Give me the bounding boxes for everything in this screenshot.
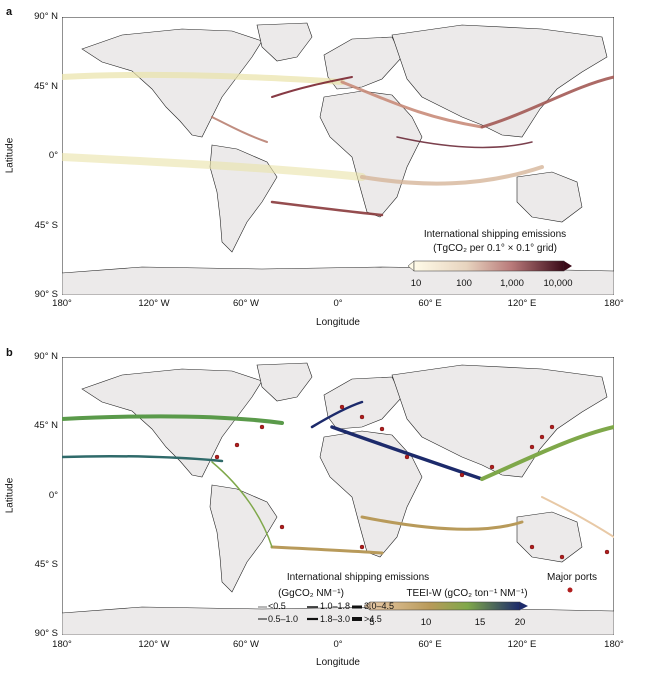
panel-a-ytick-45n: 45° N	[34, 81, 58, 92]
panel-a-xtick-0: 0°	[333, 298, 343, 309]
panel-a-xtick-180w: 180°	[52, 298, 72, 309]
panel-a-xtick-60e: 60° E	[418, 298, 442, 309]
panel-b-routes	[62, 400, 614, 555]
panel-a-cbar-tick-100: 100	[456, 278, 472, 289]
panel-a-cbar-tick-1000: 1,000	[500, 278, 524, 289]
panel-b-x-title: Longitude	[316, 657, 360, 668]
panel-b-ytick-45n: 45° N	[34, 420, 58, 431]
panel-a-shipping-lanes	[62, 71, 614, 217]
panel-a-legend-title-2: (TgCO₂ per 0.1° × 0.1° grid)	[433, 243, 557, 254]
panel-b-xtick-180e: 180°	[604, 639, 624, 650]
panel-a-ytick-45s: 45° S	[34, 220, 58, 231]
panel-b-teei-tick-5: 5	[369, 617, 375, 628]
panel-a-xtick-180e: 180°	[604, 298, 624, 309]
panel-b-emission-legend-title-2: (GgCO₂ NM⁻¹)	[278, 588, 344, 599]
panel-b-width-class-1: <0.5	[268, 601, 286, 611]
panel-b-teei-tick-10: 10	[420, 617, 432, 628]
panel-a-xtick-60w: 60° W	[233, 298, 259, 309]
panel-b-teei-legend-title: TEEI-W (gCO₂ ton⁻¹ NM⁻¹)	[406, 588, 528, 599]
panel-b-ytick-90s: 90° S	[34, 628, 58, 639]
panel-a-y-title: Latitude	[4, 137, 16, 174]
panel-b-width-class-6: >4.5	[364, 614, 382, 624]
panel-a-x-title: Longitude	[316, 317, 360, 328]
panel-b-ytick-0: 0°	[48, 490, 58, 501]
panel-a-ytick-90n: 90° N	[34, 11, 58, 22]
panel-b-y-title: Latitude	[4, 477, 16, 514]
panel-b-xtick-60w: 60° W	[233, 639, 259, 650]
panel-b-emission-legend-title-1: International shipping emissions	[286, 572, 430, 583]
panel-a-xtick-120e: 120° E	[507, 298, 537, 309]
panel-b-xtick-120e: 120° E	[507, 639, 537, 650]
panel-b-width-class-2: 1.0–1.8	[320, 601, 351, 611]
panel-a-colorbar	[407, 260, 572, 272]
panel-a-cbar-tick-10000: 10,000	[543, 278, 573, 289]
panel-b-width-class-4: 0.5–1.0	[268, 614, 299, 624]
panel-a-cbar-tick-10: 10	[410, 278, 422, 289]
panel-b-width-legend	[258, 605, 362, 621]
panel-a-ytick-90s: 90° S	[34, 289, 58, 300]
panel-b-ytick-45s: 45° S	[34, 559, 58, 570]
panel-b-ports	[214, 404, 610, 560]
panel-b-teei-tick-20: 20	[514, 617, 526, 628]
panel-a-map	[62, 17, 614, 295]
panel-a-xtick-120w: 120° W	[138, 298, 170, 309]
panel-a-legend-title-1: International shipping emissions	[423, 229, 567, 240]
panel-b-map	[62, 357, 614, 635]
panel-b-width-class-5: 1.8–3.0	[320, 614, 351, 624]
panel-b-xtick-60e: 60° E	[418, 639, 442, 650]
panel-a-ytick-0: 0°	[48, 150, 58, 161]
panel-b-xtick-0: 0°	[333, 639, 343, 650]
panel-b-land	[62, 362, 614, 635]
panel-b-teei-tick-15: 15	[474, 617, 486, 628]
panel-b-port-legend-dot	[567, 587, 573, 593]
panel-b-ytick-90n: 90° N	[34, 351, 58, 362]
panel-b-ports-legend-label: Major ports	[546, 572, 597, 583]
panel-b-teei-colorbar	[363, 601, 528, 611]
panel-b-xtick-180w: 180°	[52, 639, 72, 650]
panel-b-width-class-3: 3.0–4.5	[364, 601, 395, 611]
panel-b-letter: b	[6, 347, 13, 359]
panel-b-xtick-120w: 120° W	[138, 639, 170, 650]
panel-a-letter: a	[6, 6, 13, 18]
panel-a-land	[62, 22, 614, 295]
